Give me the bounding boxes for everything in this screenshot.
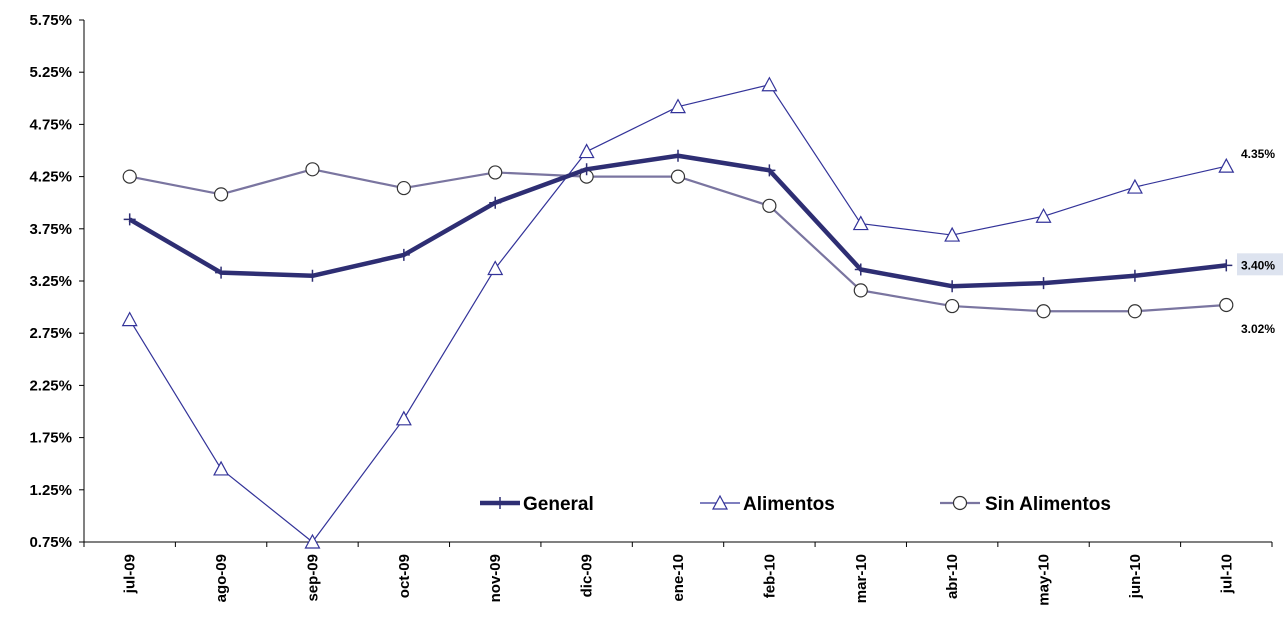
data-point	[123, 213, 136, 226]
data-point	[1037, 277, 1050, 290]
data-point	[489, 196, 502, 209]
legend-label: Alimentos	[743, 494, 835, 515]
data-point	[1218, 157, 1235, 173]
x-tick-label: feb-10	[761, 554, 778, 598]
x-tick-label: jun-10	[1127, 554, 1144, 599]
legend-marker	[952, 495, 968, 511]
end-labels: 4.35% 3.40% 3.02%	[1237, 147, 1283, 336]
data-point	[213, 187, 229, 202]
data-point	[1126, 178, 1143, 194]
end-label: 3.02%	[1241, 322, 1275, 336]
data-point	[1220, 259, 1233, 272]
series-sin-alimentos	[122, 162, 1234, 319]
end-label: 4.35%	[1241, 147, 1275, 161]
data-point	[578, 143, 595, 159]
y-tick-label: 2.25%	[29, 377, 72, 394]
y-tick-label: 3.25%	[29, 273, 72, 290]
y-tick-label: 4.75%	[29, 116, 72, 133]
y-tick-label: 5.75%	[29, 12, 72, 29]
x-tick-label: sep-09	[304, 554, 321, 602]
data-point	[1219, 297, 1234, 313]
data-point	[215, 266, 228, 279]
x-tick-label: mar-10	[853, 554, 870, 603]
data-point	[761, 76, 778, 92]
end-label: 3.40%	[1241, 258, 1275, 272]
data-point	[670, 169, 686, 184]
x-tick-label: nov-09	[487, 554, 504, 602]
data-point	[487, 260, 504, 276]
data-point	[854, 263, 867, 276]
data-point	[1127, 304, 1143, 319]
legend-marker	[711, 494, 729, 510]
data-point	[121, 311, 138, 327]
series-line	[129, 168, 1227, 313]
x-axis: jul-09 ago-09 sep-09 oct-09 nov-09 dic-09 ene-…	[83, 541, 1273, 606]
x-tick-label: oct-09	[396, 554, 413, 598]
y-tick-label: 0.75%	[29, 534, 72, 551]
data-point	[213, 460, 230, 476]
x-tick-label: may-10	[1036, 554, 1053, 606]
x-tick-label: jul-10	[1218, 554, 1235, 594]
data-point	[945, 298, 960, 314]
data-point	[396, 180, 411, 196]
y-tick-label: 1.75%	[29, 430, 72, 447]
legend-label: General	[523, 494, 594, 515]
series-layer	[121, 76, 1235, 549]
data-point	[395, 410, 412, 426]
legend-item-general: General	[480, 494, 594, 515]
y-tick-label: 5.25%	[29, 64, 72, 81]
data-point	[672, 149, 684, 162]
x-tick-label: dic-09	[579, 554, 596, 597]
data-point	[305, 162, 320, 177]
y-axis: 0.75% 1.25% 1.75% 2.25% 2.75% 3.25% 3.75% 4.25%…	[29, 12, 85, 551]
series-general	[123, 149, 1233, 293]
data-point	[944, 226, 961, 242]
data-point	[306, 269, 319, 282]
legend-marker	[494, 497, 506, 509]
x-tick-label: ago-09	[213, 554, 230, 602]
x-tick-label: jul-09	[122, 554, 139, 594]
end-label-highlight	[1237, 253, 1283, 276]
data-point	[1128, 269, 1141, 282]
legend: General Alimentos Sin Alimentos	[480, 494, 1111, 515]
data-point	[762, 198, 777, 213]
data-point	[763, 164, 776, 177]
legend-item-alimentos: Alimentos	[700, 494, 835, 515]
y-tick-label: 3.75%	[29, 221, 72, 238]
y-tick-label: 4.25%	[29, 169, 72, 186]
data-point	[580, 163, 593, 176]
legend-label: Sin Alimentos	[985, 494, 1111, 515]
y-tick-label: 2.75%	[29, 325, 72, 342]
data-point	[946, 280, 959, 293]
data-point	[397, 248, 410, 261]
x-tick-label: ene-10	[670, 554, 687, 602]
data-point	[304, 533, 321, 549]
data-point	[853, 283, 868, 298]
data-point	[852, 215, 869, 231]
data-point	[1035, 208, 1052, 223]
series-alimentos	[121, 76, 1235, 549]
y-tick-label: 1.25%	[29, 482, 72, 499]
data-point	[669, 98, 687, 114]
data-point	[122, 169, 137, 184]
x-tick-label: abr-10	[944, 554, 961, 599]
data-point	[1036, 304, 1051, 319]
data-point	[488, 165, 503, 180]
legend-item-sin-alimentos: Sin Alimentos	[940, 494, 1111, 515]
